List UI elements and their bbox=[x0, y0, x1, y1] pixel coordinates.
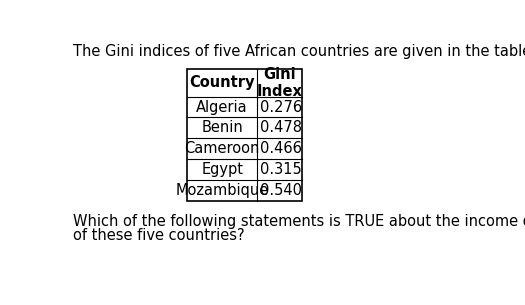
Text: 0.315: 0.315 bbox=[260, 162, 302, 177]
Text: Benin: Benin bbox=[201, 120, 243, 135]
Text: Egypt: Egypt bbox=[201, 162, 243, 177]
Text: Algeria: Algeria bbox=[196, 99, 248, 115]
Text: 0.276: 0.276 bbox=[260, 99, 302, 115]
Text: Which of the following statements is TRUE about the income distribution: Which of the following statements is TRU… bbox=[74, 214, 525, 229]
Text: Country: Country bbox=[190, 75, 255, 90]
Text: Mozambique: Mozambique bbox=[175, 183, 269, 198]
Text: 0.466: 0.466 bbox=[260, 141, 302, 156]
Text: of these five countries?: of these five countries? bbox=[74, 228, 245, 242]
Text: 0.540: 0.540 bbox=[260, 183, 302, 198]
Text: Cameroon: Cameroon bbox=[184, 141, 260, 156]
Text: The Gini indices of five African countries are given in the table below:: The Gini indices of five African countri… bbox=[74, 44, 525, 59]
Text: 0.478: 0.478 bbox=[260, 120, 302, 135]
Bar bbox=[187, 69, 302, 201]
Text: Gini
Index: Gini Index bbox=[257, 67, 302, 99]
